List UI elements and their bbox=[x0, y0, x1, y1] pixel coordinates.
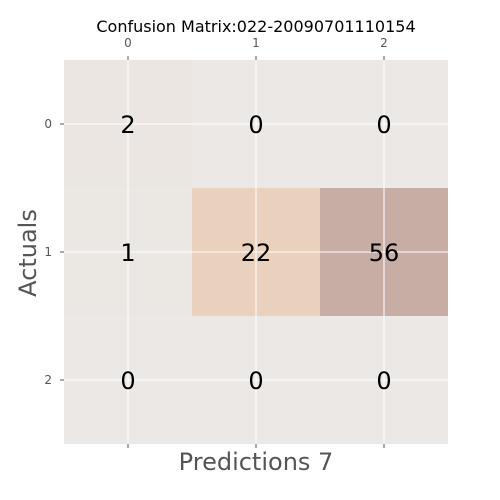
x-tick-label: 1 bbox=[252, 36, 260, 50]
cell-value-label: 22 bbox=[241, 239, 272, 267]
cell-value-label: 0 bbox=[248, 111, 263, 139]
chart-title: Confusion Matrix:022-20090701110154 bbox=[96, 17, 415, 36]
cell-value-label: 56 bbox=[369, 239, 400, 267]
y-axis-label: Actuals bbox=[14, 209, 42, 297]
grid-lines bbox=[64, 60, 448, 444]
y-ticks: 0 1 2 bbox=[44, 117, 64, 387]
y-tick-label: 0 bbox=[44, 117, 52, 131]
cell-value-label: 0 bbox=[376, 111, 391, 139]
x-tick-label: 0 bbox=[124, 36, 132, 50]
cell-value-label: 2 bbox=[120, 111, 135, 139]
x-tick-label: 2 bbox=[380, 36, 388, 50]
y-tick-label: 1 bbox=[44, 245, 52, 259]
y-tick-label: 2 bbox=[44, 373, 52, 387]
x-axis-label: Predictions 7 bbox=[179, 448, 334, 476]
cell-value-label: 0 bbox=[248, 367, 263, 395]
x-ticks: 0 1 2 bbox=[124, 36, 388, 448]
cell-value-label: 0 bbox=[376, 367, 391, 395]
cell-values: 2 0 0 1 22 56 0 0 0 bbox=[120, 111, 399, 395]
cell-value-label: 1 bbox=[120, 239, 135, 267]
cell-value-label: 0 bbox=[120, 367, 135, 395]
